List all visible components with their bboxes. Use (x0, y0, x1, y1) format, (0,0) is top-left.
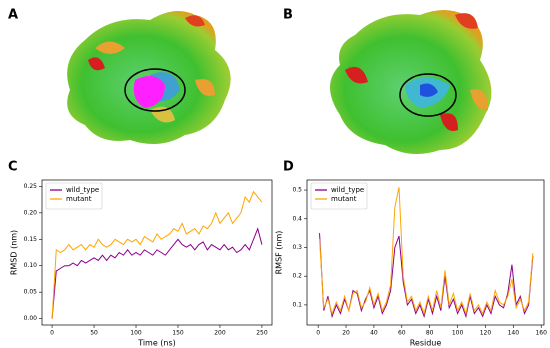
x-tick-label: 0 (50, 330, 54, 337)
panel-label: A (8, 8, 18, 23)
x-tick-label: 50 (90, 330, 98, 337)
x-tick-label: 60 (398, 330, 406, 337)
panel-label: D (283, 160, 294, 175)
y-axis-label: RMSD (nm) (10, 230, 19, 275)
panel-label: C (8, 160, 18, 175)
x-tick-label: 150 (172, 330, 184, 337)
series-line (319, 187, 534, 316)
y-tick-label: 0.10 (24, 262, 38, 269)
protein-surface-a (67, 11, 231, 144)
series-line (51, 190, 263, 319)
y-tick-label: 0.2 (292, 273, 302, 280)
x-tick-label: 40 (370, 330, 378, 337)
panel-label: B (283, 8, 293, 23)
y-tick-label: 0.20 (24, 209, 38, 216)
x-tick-label: 80 (426, 330, 434, 337)
plot-frame (306, 179, 545, 326)
x-tick-label: 200 (214, 330, 226, 337)
legend-label: wild_type (331, 186, 364, 194)
y-tick-label: 0.05 (24, 289, 38, 296)
x-tick-label: 160 (535, 330, 547, 337)
y-tick-label: 0.25 (24, 183, 38, 190)
x-tick-label: 0 (316, 330, 320, 337)
x-tick-label: 250 (256, 330, 268, 337)
protein-surface-b (330, 10, 492, 154)
y-tick-label: 0.3 (292, 244, 302, 251)
y-axis-label: RMSF (nm) (275, 231, 284, 275)
legend-label: mutant (66, 195, 92, 203)
series-line (51, 227, 263, 319)
y-tick-label: 0.00 (24, 315, 38, 322)
x-tick-label: 140 (508, 330, 520, 337)
legend-label: wild_type (66, 186, 99, 194)
legend-label: mutant (331, 195, 357, 203)
x-axis-label: Time (ns) (137, 339, 176, 348)
x-tick-label: 20 (342, 330, 350, 337)
x-tick-label: 120 (480, 330, 492, 337)
y-tick-label: 0.4 (292, 215, 302, 222)
y-tick-label: 0.5 (292, 187, 302, 194)
y-tick-label: 0.1 (292, 301, 302, 308)
x-tick-label: 100 (452, 330, 464, 337)
plot-frame (41, 179, 273, 326)
x-tick-label: 100 (130, 330, 142, 337)
y-tick-label: 0.15 (24, 236, 38, 243)
x-axis-label: Residue (410, 339, 442, 348)
